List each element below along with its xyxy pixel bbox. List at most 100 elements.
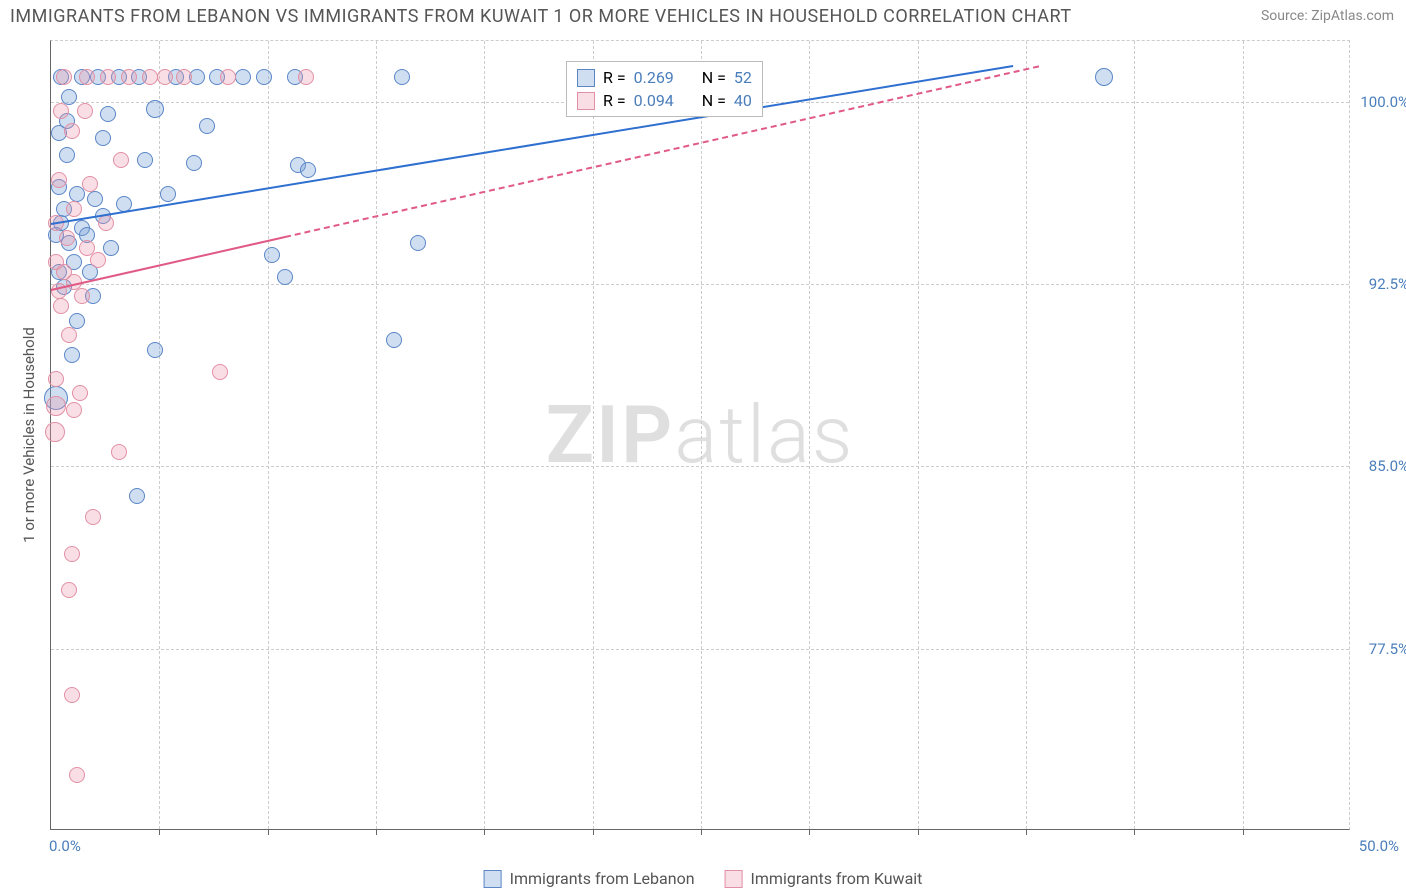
- y-tick-label: 85.0%: [1354, 457, 1406, 475]
- scatter-point: [98, 215, 114, 231]
- y-tick-label: 77.5%: [1354, 640, 1406, 658]
- gridline-v: [376, 41, 377, 829]
- gridline-v: [809, 41, 810, 829]
- scatter-point: [90, 252, 106, 268]
- scatter-point: [129, 488, 145, 504]
- scatter-point: [176, 69, 192, 85]
- scatter-point: [69, 313, 85, 329]
- scatter-point: [220, 69, 236, 85]
- scatter-point: [53, 298, 69, 314]
- scatter-point: [147, 342, 163, 358]
- scatter-point: [59, 230, 75, 246]
- y-axis-label: 1 or more Vehicles in Household: [20, 327, 38, 543]
- scatter-point: [300, 162, 316, 178]
- n-value: 52: [734, 68, 752, 87]
- plot-area: ZIPatlas 77.5%85.0%92.5%100.0%0.0%50.0%R…: [50, 40, 1350, 830]
- gridline-h: [51, 284, 1349, 285]
- scatter-point: [298, 69, 314, 85]
- r-value: 0.094: [634, 91, 674, 110]
- scatter-point: [264, 247, 280, 263]
- scatter-point: [410, 235, 426, 251]
- x-tick-mark: [1243, 829, 1244, 835]
- scatter-point: [48, 371, 64, 387]
- gridline-v: [159, 41, 160, 829]
- stats-legend: R = 0.269 N = 52R = 0.094 N = 40: [566, 61, 763, 117]
- gridline-v: [1243, 41, 1244, 829]
- scatter-point: [77, 103, 93, 119]
- x-tick-mark: [484, 829, 485, 835]
- scatter-point: [111, 444, 127, 460]
- x-tick-mark: [593, 829, 594, 835]
- scatter-point: [100, 106, 116, 122]
- scatter-point: [100, 69, 116, 85]
- scatter-point: [66, 402, 82, 418]
- x-tick-mark: [1134, 829, 1135, 835]
- y-tick-label: 100.0%: [1354, 93, 1406, 111]
- scatter-point: [142, 69, 158, 85]
- x-tick-mark: [809, 829, 810, 835]
- x-tick-mark: [159, 829, 160, 835]
- gridline-h: [51, 466, 1349, 467]
- n-label: N =: [702, 68, 726, 87]
- legend-item-lebanon: Immigrants from Lebanon: [484, 869, 695, 888]
- scatter-point: [72, 385, 88, 401]
- r-value: 0.269: [634, 68, 674, 87]
- scatter-point: [121, 69, 137, 85]
- scatter-point: [82, 176, 98, 192]
- x-tick-mark: [268, 829, 269, 835]
- x-tick-label: 50.0%: [1359, 837, 1399, 855]
- x-tick-mark: [376, 829, 377, 835]
- bottom-legend: Immigrants from Lebanon Immigrants from …: [484, 869, 923, 888]
- x-tick-mark: [918, 829, 919, 835]
- scatter-point: [69, 767, 85, 783]
- scatter-point: [95, 130, 111, 146]
- scatter-point: [51, 172, 67, 188]
- x-tick-label: 0.0%: [49, 837, 81, 855]
- scatter-point: [64, 123, 80, 139]
- x-tick-mark: [701, 829, 702, 835]
- gridline-v: [593, 41, 594, 829]
- scatter-point: [199, 118, 215, 134]
- scatter-point: [212, 364, 228, 380]
- n-value: 40: [734, 91, 752, 110]
- scatter-point: [146, 100, 164, 118]
- swatch-icon: [577, 92, 595, 110]
- scatter-point: [277, 269, 293, 285]
- scatter-point: [394, 69, 410, 85]
- scatter-point: [186, 155, 202, 171]
- scatter-point: [137, 152, 153, 168]
- scatter-point: [59, 147, 75, 163]
- scatter-point: [79, 69, 95, 85]
- scatter-point: [56, 69, 72, 85]
- scatter-point: [64, 546, 80, 562]
- stats-legend-row: R = 0.269 N = 52: [577, 66, 752, 89]
- gridline-v: [1134, 41, 1135, 829]
- scatter-point: [64, 687, 80, 703]
- scatter-point: [64, 347, 80, 363]
- source-attribution: Source: ZipAtlas.com: [1261, 8, 1394, 24]
- scatter-point: [386, 332, 402, 348]
- scatter-point: [66, 201, 82, 217]
- scatter-point: [53, 103, 69, 119]
- scatter-point: [235, 69, 251, 85]
- r-label: R =: [603, 68, 626, 87]
- legend-label-kuwait: Immigrants from Kuwait: [751, 869, 923, 888]
- gridline-v: [268, 41, 269, 829]
- scatter-point: [61, 582, 77, 598]
- stats-legend-row: R = 0.094 N = 40: [577, 89, 752, 112]
- legend-item-kuwait: Immigrants from Kuwait: [725, 869, 923, 888]
- gridline-v: [1026, 41, 1027, 829]
- legend-label-lebanon: Immigrants from Lebanon: [510, 869, 695, 888]
- y-tick-label: 92.5%: [1354, 275, 1406, 293]
- swatch-kuwait: [725, 870, 743, 888]
- scatter-point: [256, 69, 272, 85]
- scatter-point: [61, 327, 77, 343]
- r-label: R =: [603, 91, 626, 110]
- watermark-zip: ZIP: [546, 388, 675, 482]
- scatter-point: [103, 240, 119, 256]
- swatch-lebanon: [484, 870, 502, 888]
- x-tick-mark: [1026, 829, 1027, 835]
- gridline-v: [701, 41, 702, 829]
- scatter-point: [85, 509, 101, 525]
- gridline-v: [918, 41, 919, 829]
